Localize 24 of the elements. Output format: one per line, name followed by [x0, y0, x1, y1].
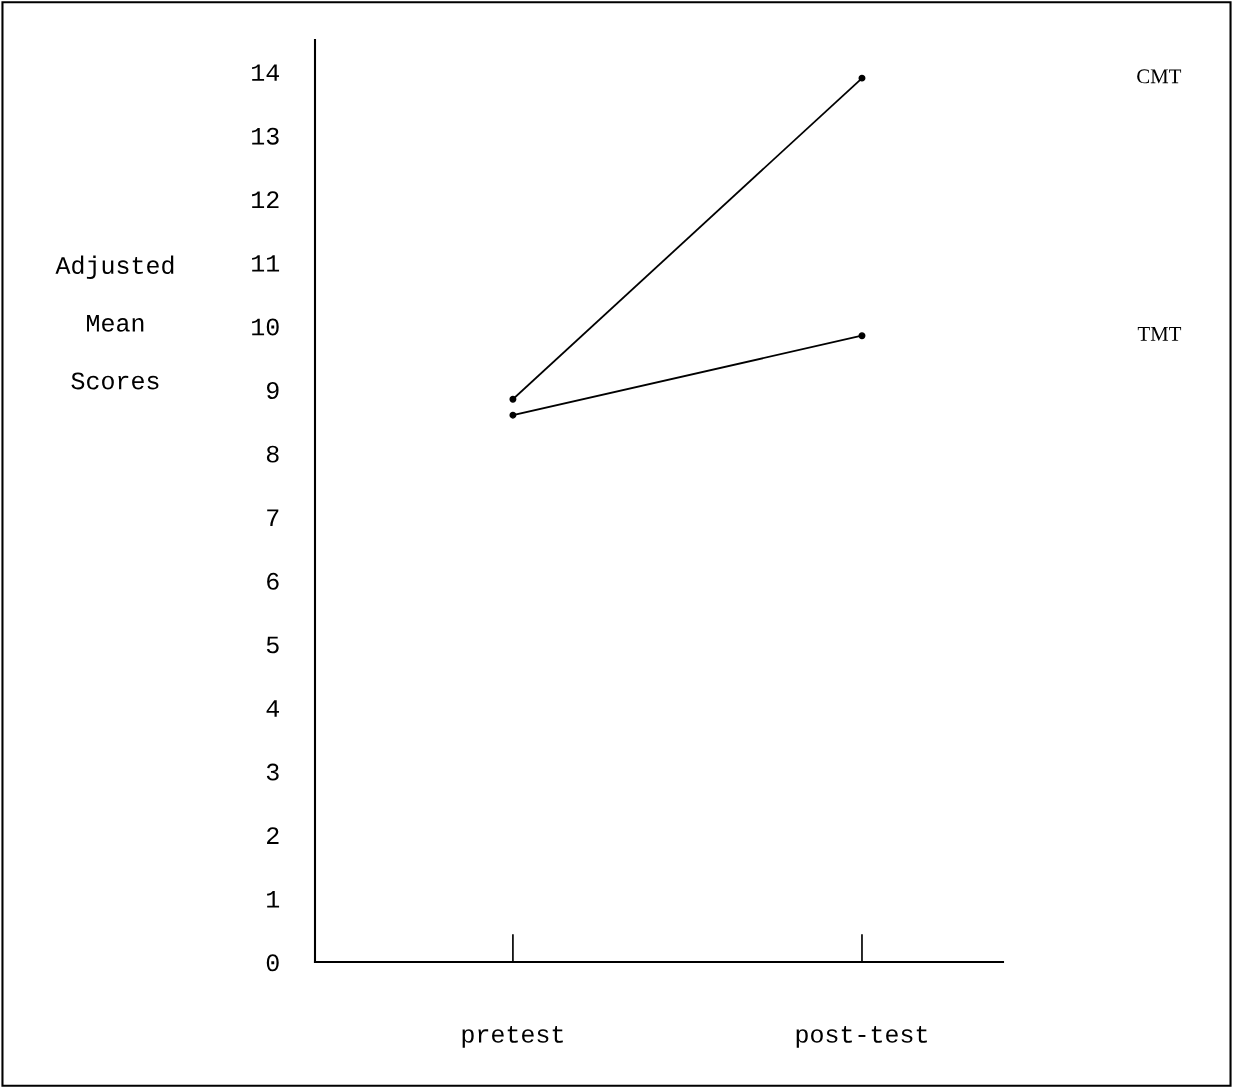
- y-tick-label: 1: [267, 891, 280, 908]
- text: Adjusted Mean Scores: [55, 255, 174, 390]
- y-tick-label: 10: [252, 318, 279, 336]
- text: TMT: [1137, 327, 1182, 341]
- point: [858, 74, 866, 82]
- x-tick-label: post-test: [796, 1025, 927, 1048]
- y-tick-label: 2: [267, 827, 279, 844]
- point: [509, 411, 517, 419]
- y-tick-label: 5: [266, 636, 279, 654]
- y-tick-label: 8: [266, 445, 279, 463]
- y-tick-label: 3: [266, 763, 279, 781]
- y-tick-label: 7: [267, 509, 279, 526]
- y-tick-label: 12: [252, 191, 279, 209]
- y-tick-label: 4: [266, 700, 280, 717]
- y-tick-label: 9: [267, 382, 279, 400]
- y-tick-label: 11: [252, 255, 280, 272]
- text: CMT: [1137, 69, 1182, 84]
- y-tick-label: 0: [266, 954, 279, 972]
- y-tick-label: 6: [267, 572, 279, 590]
- point: [509, 395, 517, 403]
- y-tick-label: 14: [252, 64, 280, 81]
- y-tick-label: 13: [252, 127, 279, 145]
- x-tick-label: pretest: [462, 1025, 563, 1048]
- point: [858, 332, 866, 340]
